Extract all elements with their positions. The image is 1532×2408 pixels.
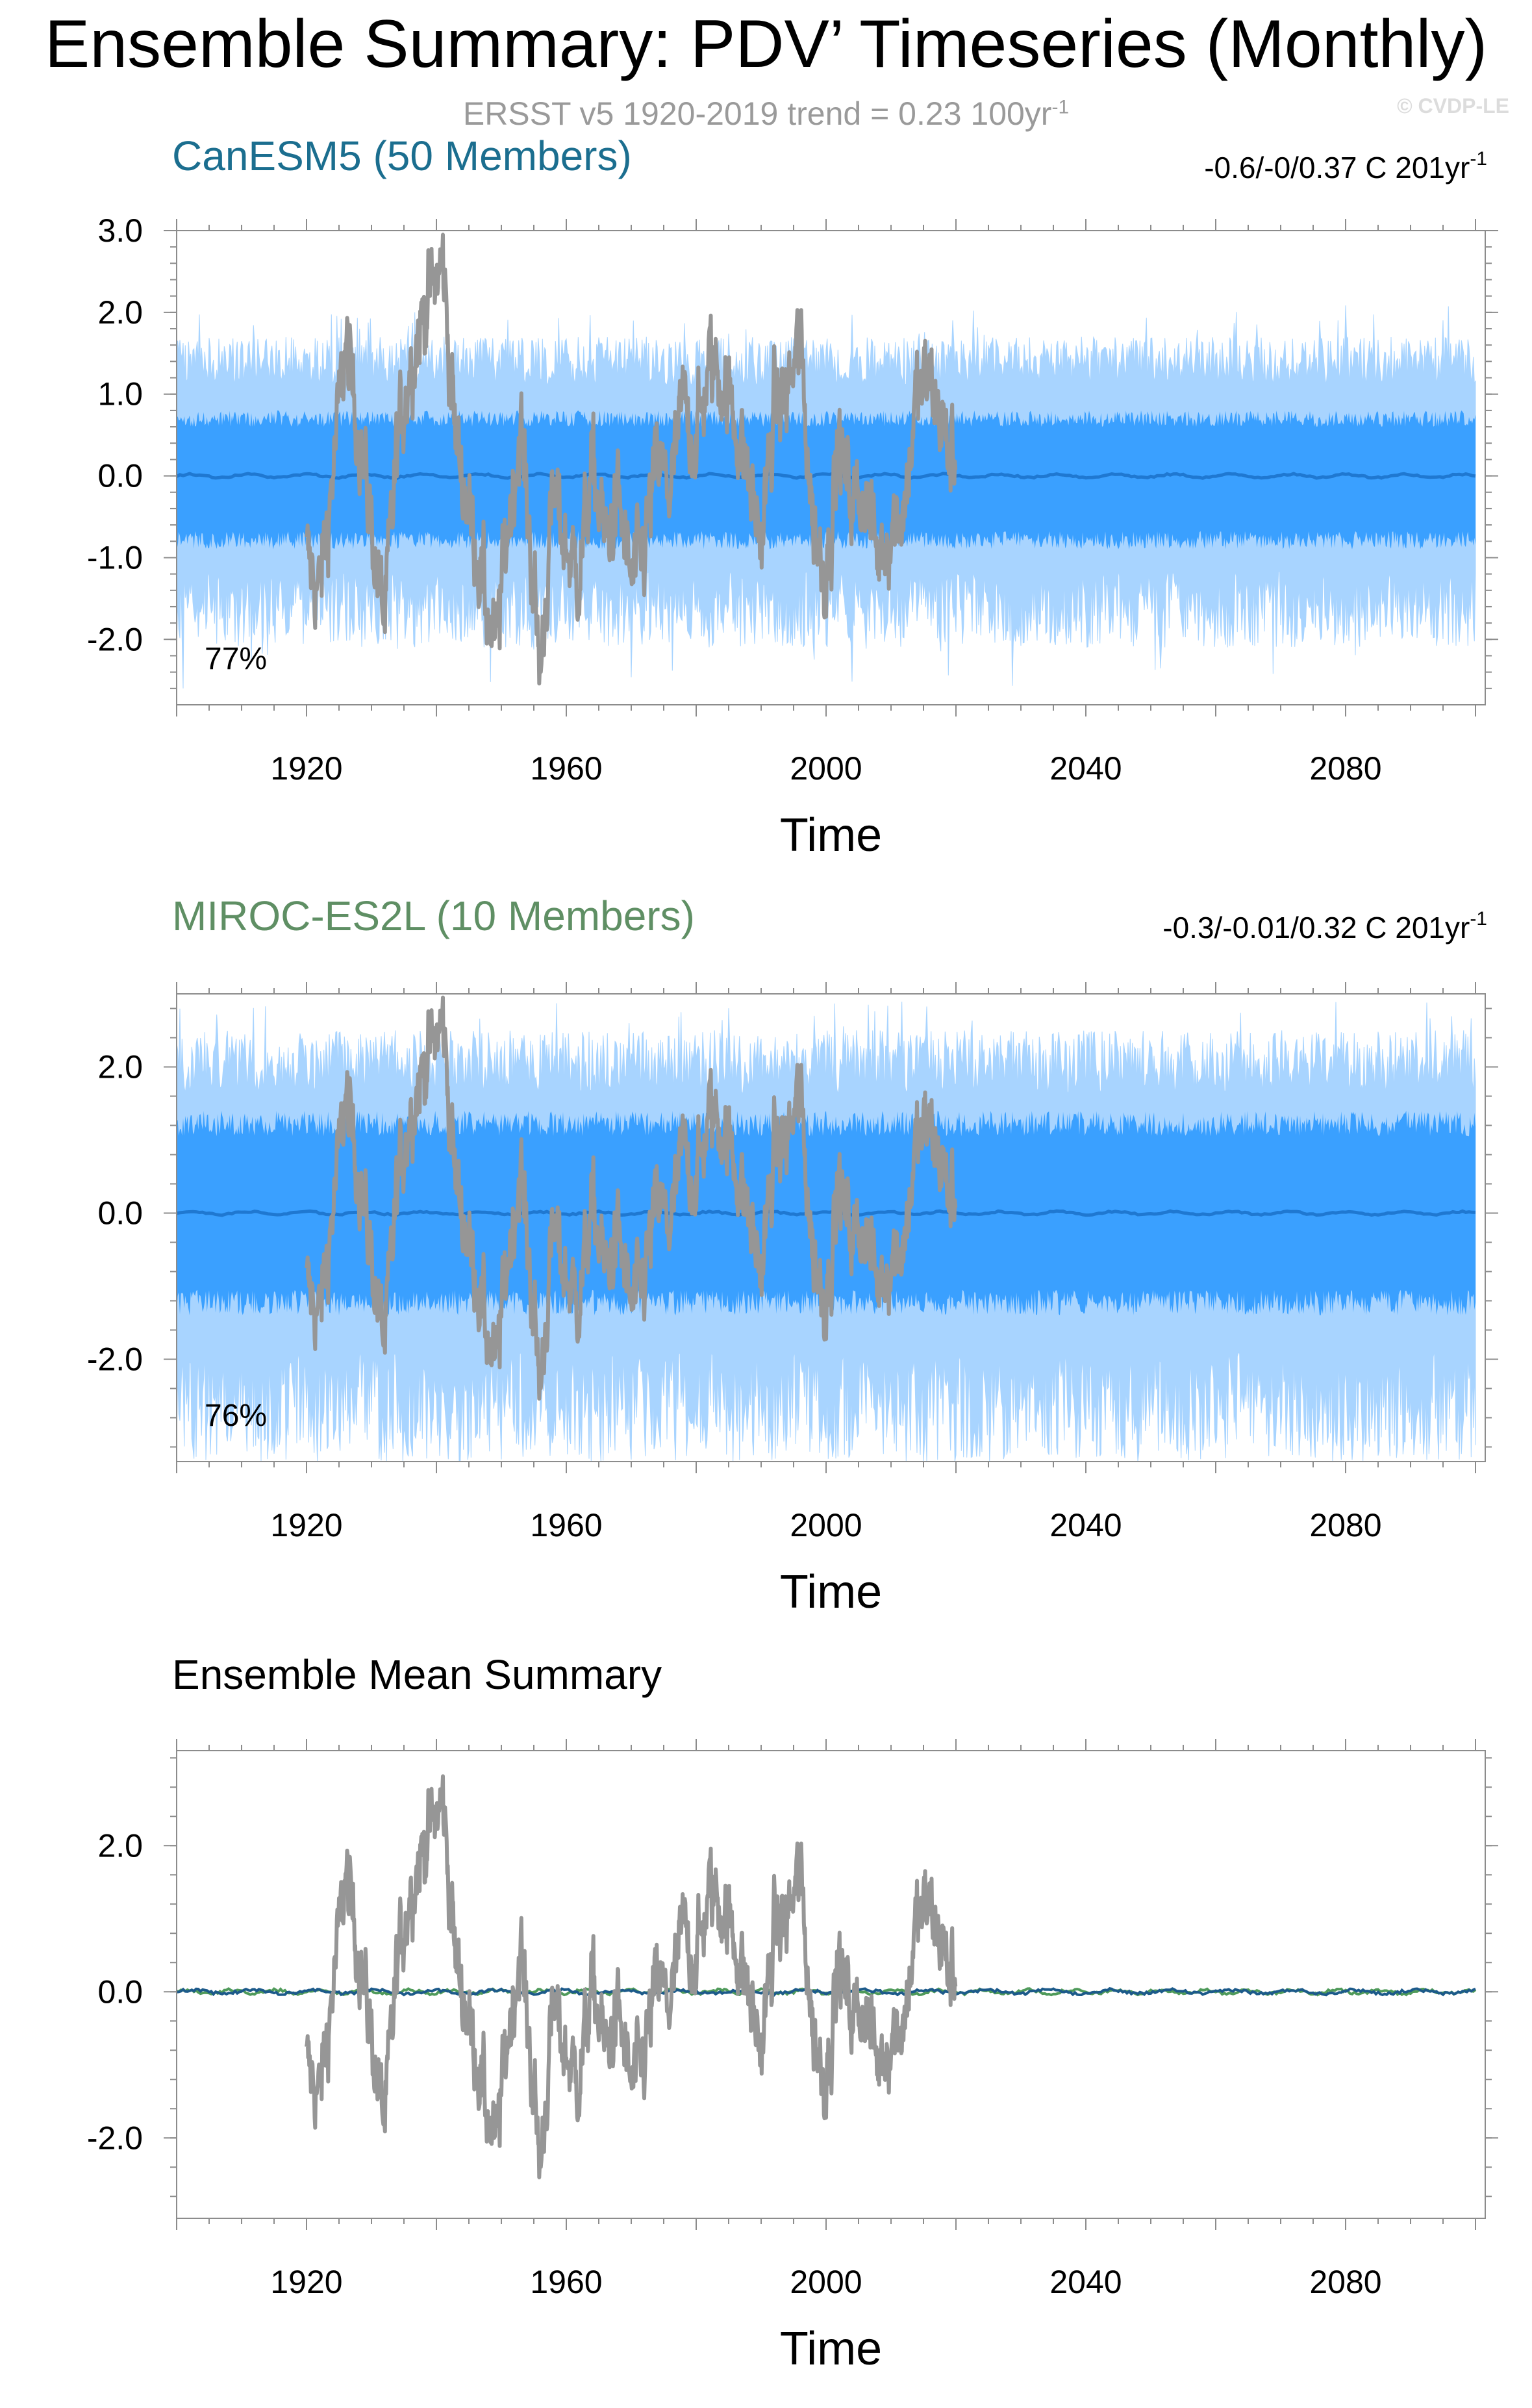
x-tick-label: 2040	[1049, 750, 1122, 787]
y-tick-label: 2.0	[97, 1827, 143, 1864]
y-tick-label: 2.0	[97, 294, 143, 331]
y-tick-label: -2.0	[87, 621, 143, 657]
observed-line	[305, 1774, 958, 2179]
panel-title: MIROC-ES2L (10 Members)	[172, 893, 695, 939]
trend-label: -0.6/-0/0.37 C 201yr-1	[1204, 148, 1487, 184]
x-tick-label: 2080	[1309, 1507, 1381, 1543]
trend-label-sup: -1	[1470, 148, 1487, 170]
x-tick-label: 2040	[1049, 2264, 1122, 2300]
obs-subtitle-sup: -1	[1051, 96, 1070, 118]
obs-subtitle: ERSST v5 1920-2019 trend = 0.23 100yr-1	[0, 95, 1532, 133]
trend-label-text: -0.3/-0.01/0.32 C 201yr	[1162, 911, 1470, 944]
y-tick-label: -2.0	[87, 1341, 143, 1378]
y-tick-label: -1.0	[87, 539, 143, 576]
plot-area	[177, 1987, 1477, 1997]
trend-label: -0.3/-0.01/0.32 C 201yr-1	[1162, 908, 1487, 944]
x-tick-label: 1920	[270, 1507, 342, 1543]
panel-title: CanESM5 (50 Members)	[172, 133, 632, 179]
y-tick-label: 2.0	[97, 1049, 143, 1085]
y-tick-label: 1.0	[97, 376, 143, 412]
x-tick-label: 1960	[530, 1507, 602, 1543]
x-tick-label: 1920	[270, 2264, 342, 2300]
plot-frame	[176, 1750, 1486, 2219]
plot-frame	[176, 993, 1486, 1462]
percent-label: 76%	[205, 1399, 267, 1433]
x-tick-label: 2080	[1309, 750, 1381, 787]
main-title: Ensemble Summary: PDV’ Timeseries (Month…	[44, 6, 1488, 82]
copyright-watermark: © CVDP-LE	[1397, 94, 1509, 118]
panel-1: 3.0 2.0 1.0 0.0 -1.0 -2.0 1920 1960 2000 2040 2080…	[87, 133, 1498, 861]
y-tick-label: -2.0	[87, 2120, 143, 2156]
panel-title: Ensemble Mean Summary	[172, 1651, 662, 1698]
x-tick-label: 1960	[530, 2264, 602, 2300]
x-tick-label: 1920	[270, 750, 342, 787]
x-tick-label: 2040	[1049, 1507, 1122, 1543]
y-tick-label: 0.0	[97, 1195, 143, 1232]
x-tick-label: 2080	[1309, 2264, 1381, 2300]
y-tick-label: 3.0	[97, 212, 143, 249]
observed-line	[305, 233, 958, 686]
x-axis-title: Time	[780, 809, 882, 861]
trend-label-sup: -1	[1470, 908, 1487, 930]
plot-frame	[176, 230, 1486, 705]
trend-label-text: -0.6/-0/0.37 C 201yr	[1204, 151, 1470, 184]
panel-3: 2.0 0.0 -2.0 1920 1960 2000 2040 2080 Time Ensemb…	[87, 1651, 1498, 2375]
x-tick-label: 2000	[790, 750, 862, 787]
percent-label: 77%	[205, 642, 267, 676]
x-tick-label: 2000	[790, 2264, 862, 2300]
panel-2: 2.0 0.0 -2.0 1920 1960 2000 2040 2080 Time MIROC-…	[87, 893, 1498, 1618]
x-axis-title: Time	[780, 1566, 882, 1618]
obs-subtitle-text: ERSST v5 1920-2019 trend = 0.23 100yr	[462, 95, 1052, 132]
y-tick-label: 0.0	[97, 458, 143, 494]
x-axis-title: Time	[780, 2323, 882, 2375]
x-tick-label: 2000	[790, 1507, 862, 1543]
observed-line	[305, 995, 958, 1401]
spread-band-inner	[177, 410, 1475, 550]
x-tick-label: 1960	[530, 750, 602, 787]
y-tick-label: 0.0	[97, 1973, 143, 2010]
